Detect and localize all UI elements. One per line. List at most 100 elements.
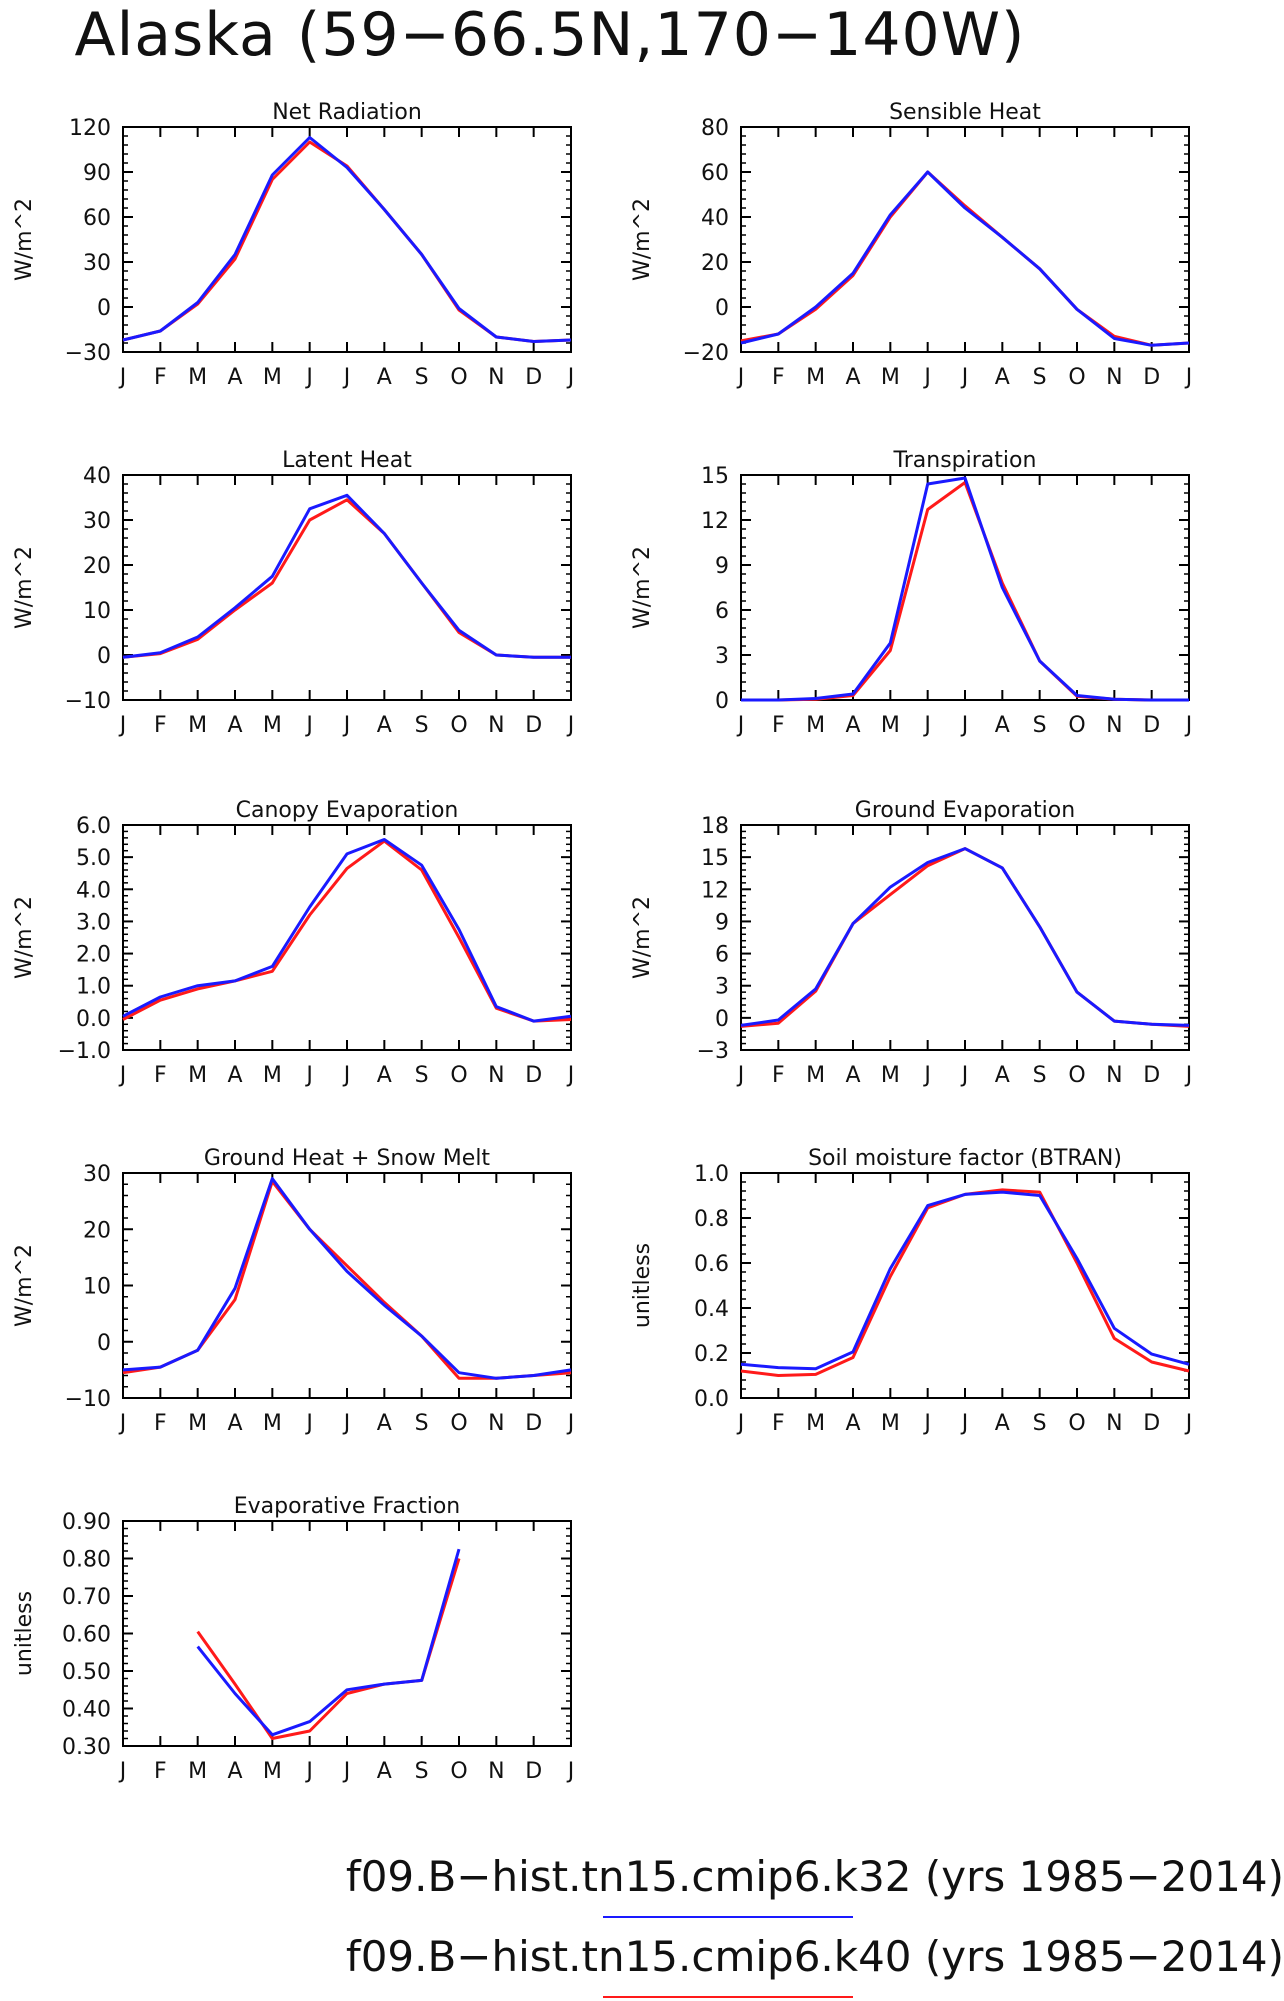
y-tick-label: −3 (697, 1039, 729, 1064)
y-tick-label: 3.0 (76, 910, 111, 935)
x-tick-label: M (188, 365, 207, 390)
chart-title: Latent Heat (282, 448, 412, 473)
y-tick-label: 12 (701, 878, 729, 903)
x-tick-label: J (1184, 1063, 1193, 1088)
chart-title: Canopy Evaporation (236, 798, 459, 823)
y-tick-label: 0.40 (62, 1698, 111, 1723)
y-axis-label: W/m^2 (12, 546, 37, 629)
x-tick-label: D (525, 1759, 542, 1784)
x-tick-label: N (1106, 365, 1122, 390)
series-line-k32 (741, 476, 1189, 702)
legend-years: (yrs 1985−2014) (924, 1852, 1284, 1901)
x-tick-label: D (1143, 1063, 1160, 1088)
y-tick-label: 20 (83, 1218, 111, 1243)
chart-panel: Soil moisture factor (BTRAN) unitless 0.0 0… (630, 1146, 1192, 1436)
x-tick-label: N (488, 713, 504, 738)
x-tick-label: J (922, 365, 931, 390)
y-tick-label: 9 (715, 910, 729, 935)
x-tick-label: A (227, 713, 242, 738)
x-tick-label: S (415, 365, 429, 390)
legend-run-name: f09.B−hist.tn15.cmip6.k40 (345, 1932, 912, 1981)
x-tick-label: A (995, 1063, 1010, 1088)
x-tick-label: M (263, 1759, 282, 1784)
x-tick-label: A (227, 1411, 242, 1436)
y-axis-label: W/m^2 (12, 1244, 37, 1327)
y-tick-label: −1.0 (58, 1039, 111, 1064)
x-tick-label: J (342, 1411, 351, 1436)
y-tick-label: 40 (83, 464, 111, 489)
y-tick-label: 0.30 (62, 1735, 111, 1760)
series-line-k40 (196, 1558, 461, 1740)
x-tick-label: O (1068, 1063, 1085, 1088)
series-line-k32 (740, 1190, 1190, 1371)
x-tick-label: F (154, 365, 167, 390)
x-tick-label: D (1143, 365, 1160, 390)
x-tick-label: F (772, 713, 785, 738)
x-tick-label: N (1106, 1411, 1122, 1436)
x-tick-label: J (118, 365, 127, 390)
y-tick-label: 0.70 (62, 1585, 111, 1610)
x-tick-label: A (845, 1411, 860, 1436)
x-tick-label: J (1184, 1411, 1193, 1436)
x-tick-label: M (806, 713, 825, 738)
plot-frame (122, 1172, 572, 1399)
y-tick-label: 0 (97, 296, 111, 321)
x-tick-label: J (304, 1063, 313, 1088)
chart-title: Sensible Heat (889, 100, 1041, 125)
y-tick-label: 0.8 (694, 1207, 729, 1232)
x-tick-label: M (188, 1411, 207, 1436)
x-tick-label: M (188, 1759, 207, 1784)
x-tick-label: M (881, 365, 900, 390)
series-line-k40 (740, 1188, 1190, 1377)
y-tick-label: 18 (701, 814, 729, 839)
x-tick-label: S (1033, 1411, 1047, 1436)
y-tick-label: 1.0 (694, 1162, 729, 1187)
y-tick-label: 5.0 (76, 846, 111, 871)
x-tick-label: N (488, 1411, 504, 1436)
x-tick-label: A (377, 1411, 392, 1436)
x-tick-label: J (1184, 365, 1193, 390)
x-tick-label: S (1033, 365, 1047, 390)
series-line-k40 (122, 498, 571, 659)
y-tick-label: 3 (715, 975, 729, 1000)
y-tick-label: 0.50 (62, 1660, 111, 1685)
x-tick-label: D (1143, 1411, 1160, 1436)
x-tick-label: J (342, 1759, 351, 1784)
x-tick-label: J (304, 1759, 313, 1784)
y-tick-label: 30 (83, 251, 111, 276)
y-tick-label: 40 (701, 206, 729, 231)
x-tick-label: M (806, 1411, 825, 1436)
y-tick-label: 6 (715, 599, 729, 624)
x-tick-label: M (881, 1063, 900, 1088)
x-tick-label: J (736, 365, 745, 390)
x-tick-label: D (525, 365, 542, 390)
plot-frame (740, 824, 1190, 1051)
chart-panel: Canopy Evaporation W/m^2 −1.0 0.0 1.0 2.0 3.0 4… (12, 798, 574, 1088)
x-tick-label: J (118, 1063, 127, 1088)
x-tick-label: J (118, 713, 127, 738)
y-tick-label: 0 (715, 689, 729, 714)
x-tick-label: M (263, 713, 282, 738)
x-tick-label: A (227, 1759, 242, 1784)
legend-years: (yrs 1985−2014) (924, 1932, 1284, 1981)
x-tick-label: M (881, 713, 900, 738)
chart-title: Evaporative Fraction (234, 1494, 460, 1519)
x-tick-label: A (377, 713, 392, 738)
series-line-k40 (740, 170, 1190, 347)
y-tick-label: 0.2 (694, 1342, 729, 1367)
y-axis-label: unitless (630, 1243, 655, 1328)
x-tick-label: S (415, 713, 429, 738)
y-tick-label: 6 (715, 943, 729, 968)
x-tick-label: A (845, 365, 860, 390)
series-line-k40 (122, 140, 572, 343)
x-tick-label: A (377, 1759, 392, 1784)
y-tick-label: 90 (83, 161, 111, 186)
y-tick-label: −10 (65, 689, 111, 714)
x-tick-label: F (154, 1411, 167, 1436)
x-tick-label: A (227, 1063, 242, 1088)
chart-title: Ground Evaporation (855, 798, 1075, 823)
x-tick-label: J (1184, 713, 1193, 738)
x-tick-label: S (415, 1411, 429, 1436)
series-line-k32 (122, 493, 571, 659)
x-tick-label: O (450, 1063, 467, 1088)
